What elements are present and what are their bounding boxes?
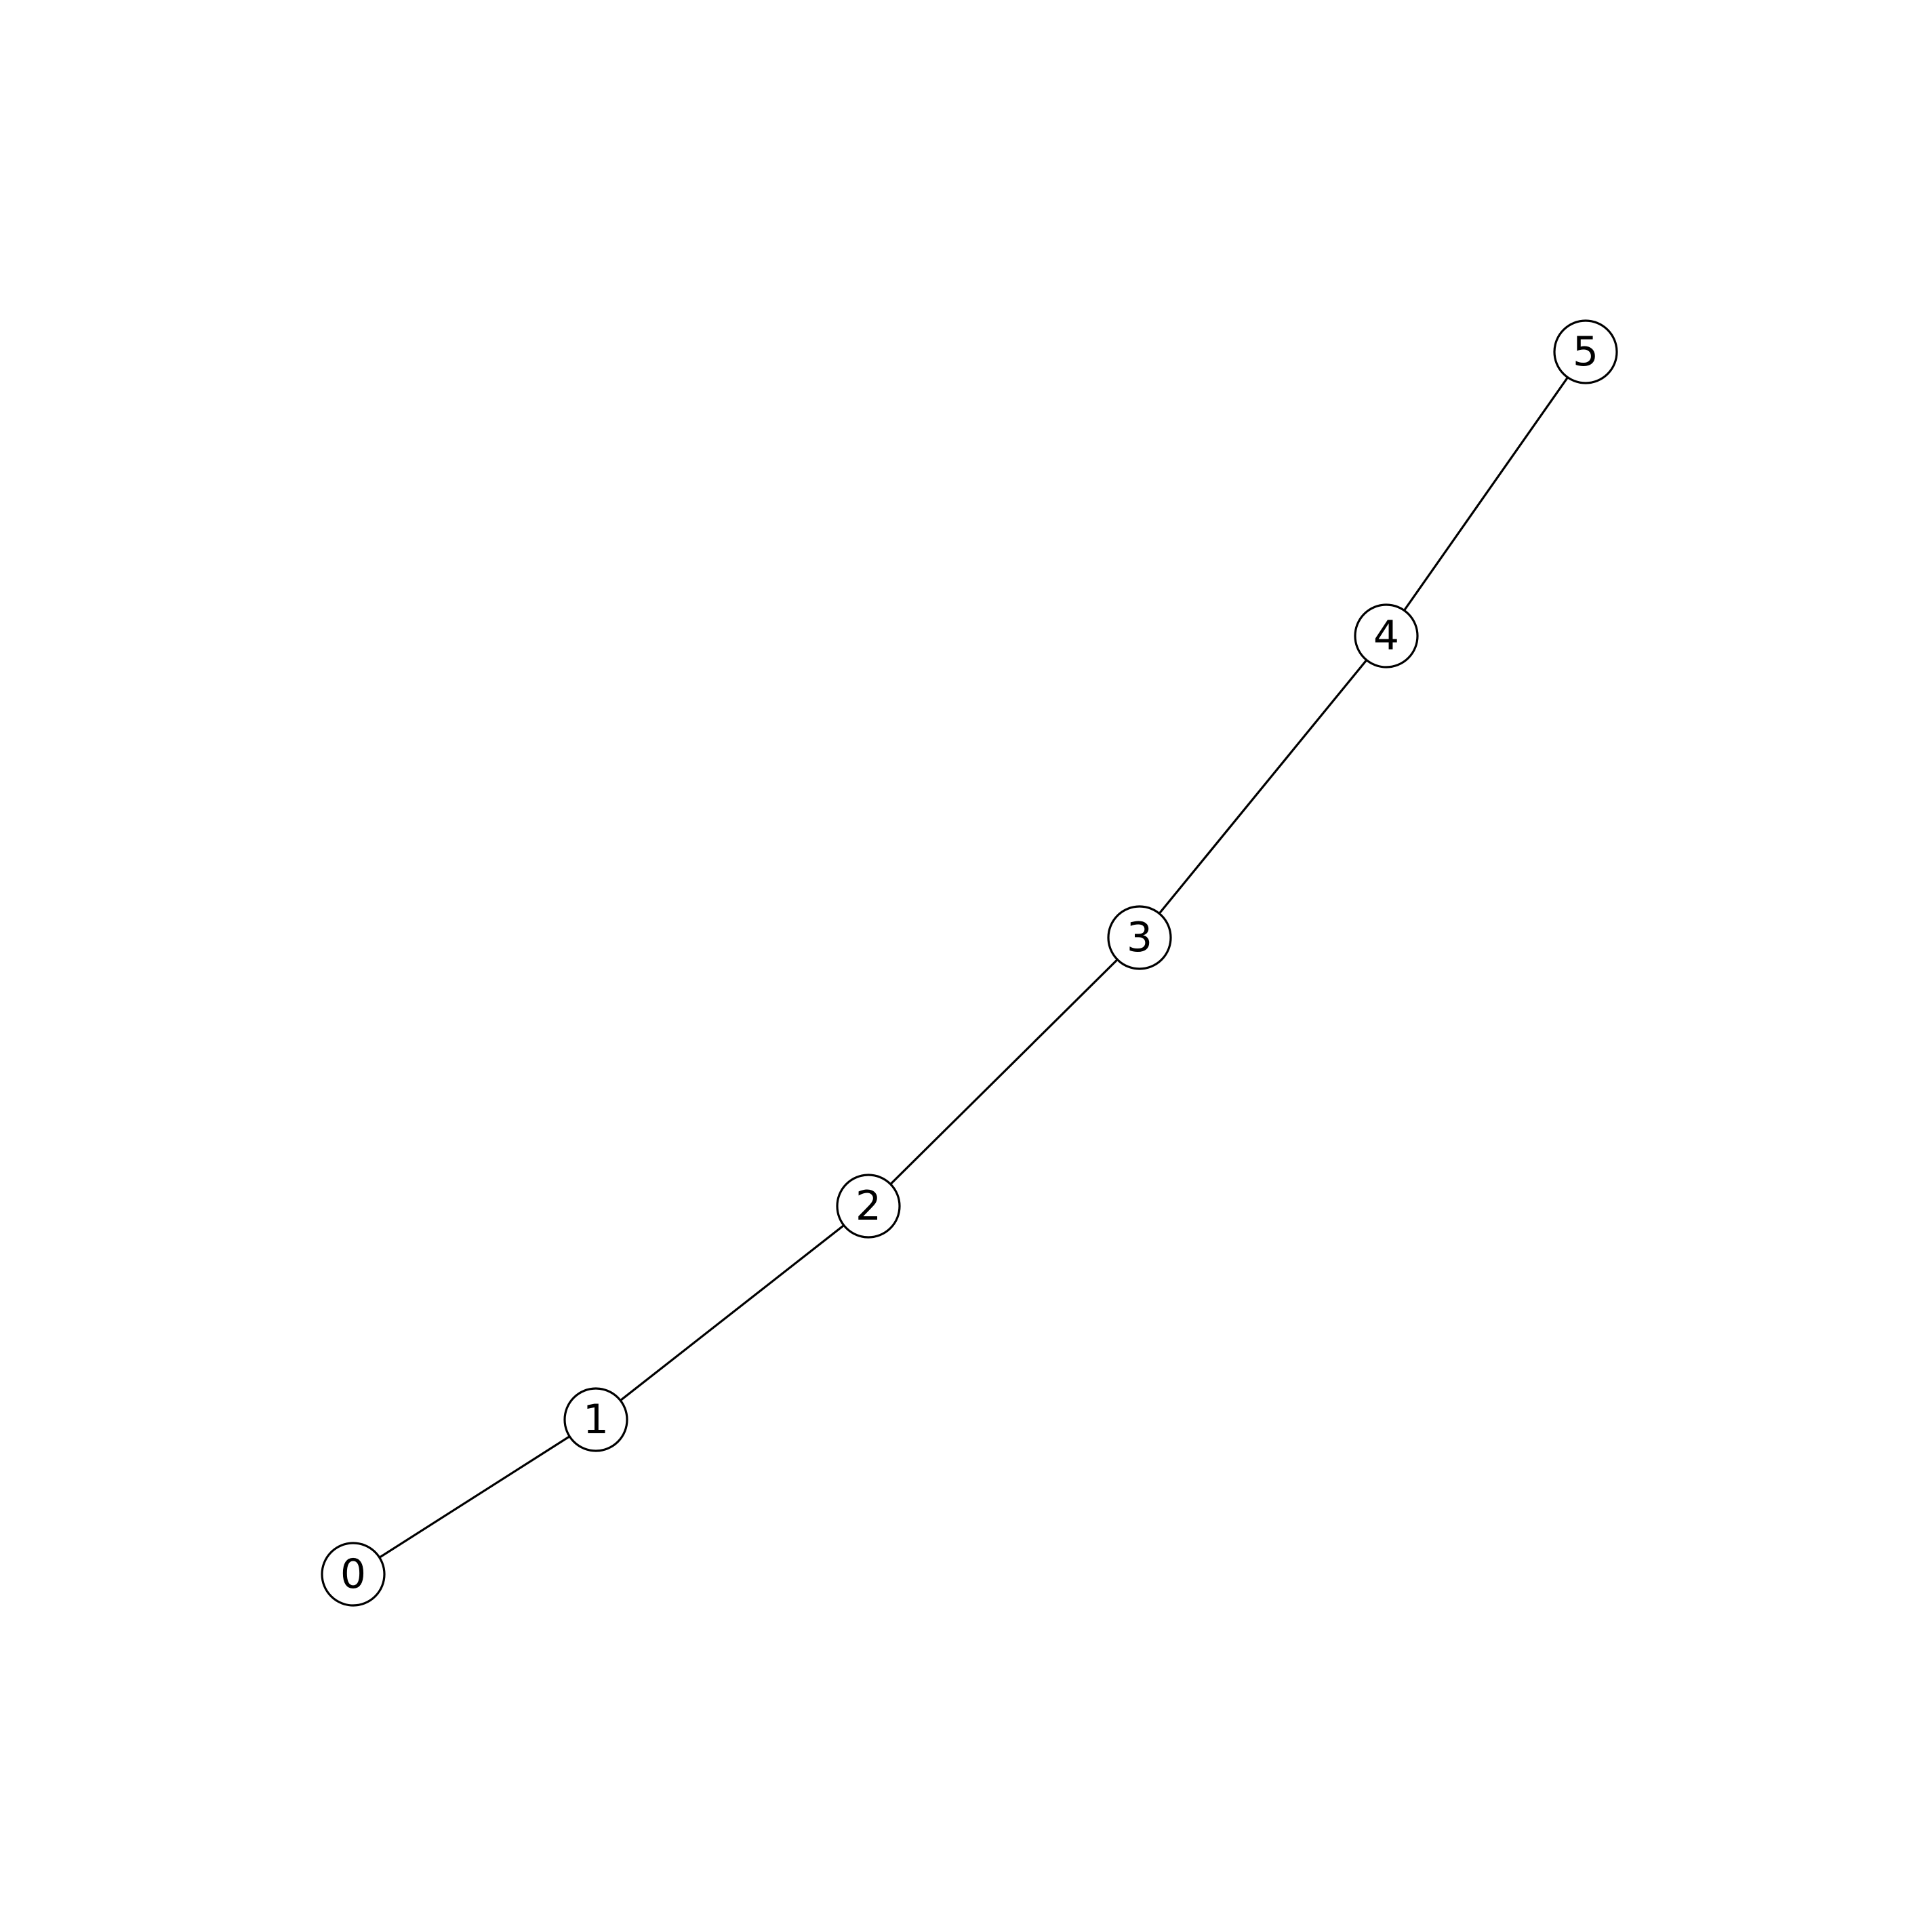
node-label-4: 4 — [1373, 612, 1399, 660]
node-label-0: 0 — [340, 1551, 366, 1598]
edge-2-3 — [867, 936, 1141, 1207]
edge-4-5 — [1385, 351, 1587, 637]
node-circle-5 — [1553, 319, 1618, 384]
graph-node-1: 1 — [563, 1387, 628, 1452]
graph-node-5: 5 — [1553, 319, 1618, 384]
graph-node-0: 0 — [321, 1542, 386, 1607]
nodes-layer: 0 1 2 3 4 5 — [321, 319, 1618, 1607]
node-label-2: 2 — [856, 1182, 881, 1230]
edge-3-4 — [1138, 635, 1388, 939]
node-circle-1 — [563, 1387, 628, 1452]
edge-1-2 — [595, 1205, 869, 1421]
graph-node-2: 2 — [836, 1174, 901, 1239]
graph-node-3: 3 — [1107, 905, 1172, 970]
edge-0-1 — [353, 1418, 597, 1576]
node-label-5: 5 — [1573, 328, 1598, 376]
node-circle-3 — [1107, 905, 1172, 970]
node-label-1: 1 — [583, 1396, 609, 1443]
node-circle-4 — [1354, 603, 1419, 668]
node-label-3: 3 — [1127, 914, 1152, 961]
node-circle-2 — [836, 1174, 901, 1239]
edges-layer — [353, 351, 1587, 1576]
graph-node-4: 4 — [1354, 603, 1419, 668]
node-circle-0 — [321, 1542, 386, 1607]
